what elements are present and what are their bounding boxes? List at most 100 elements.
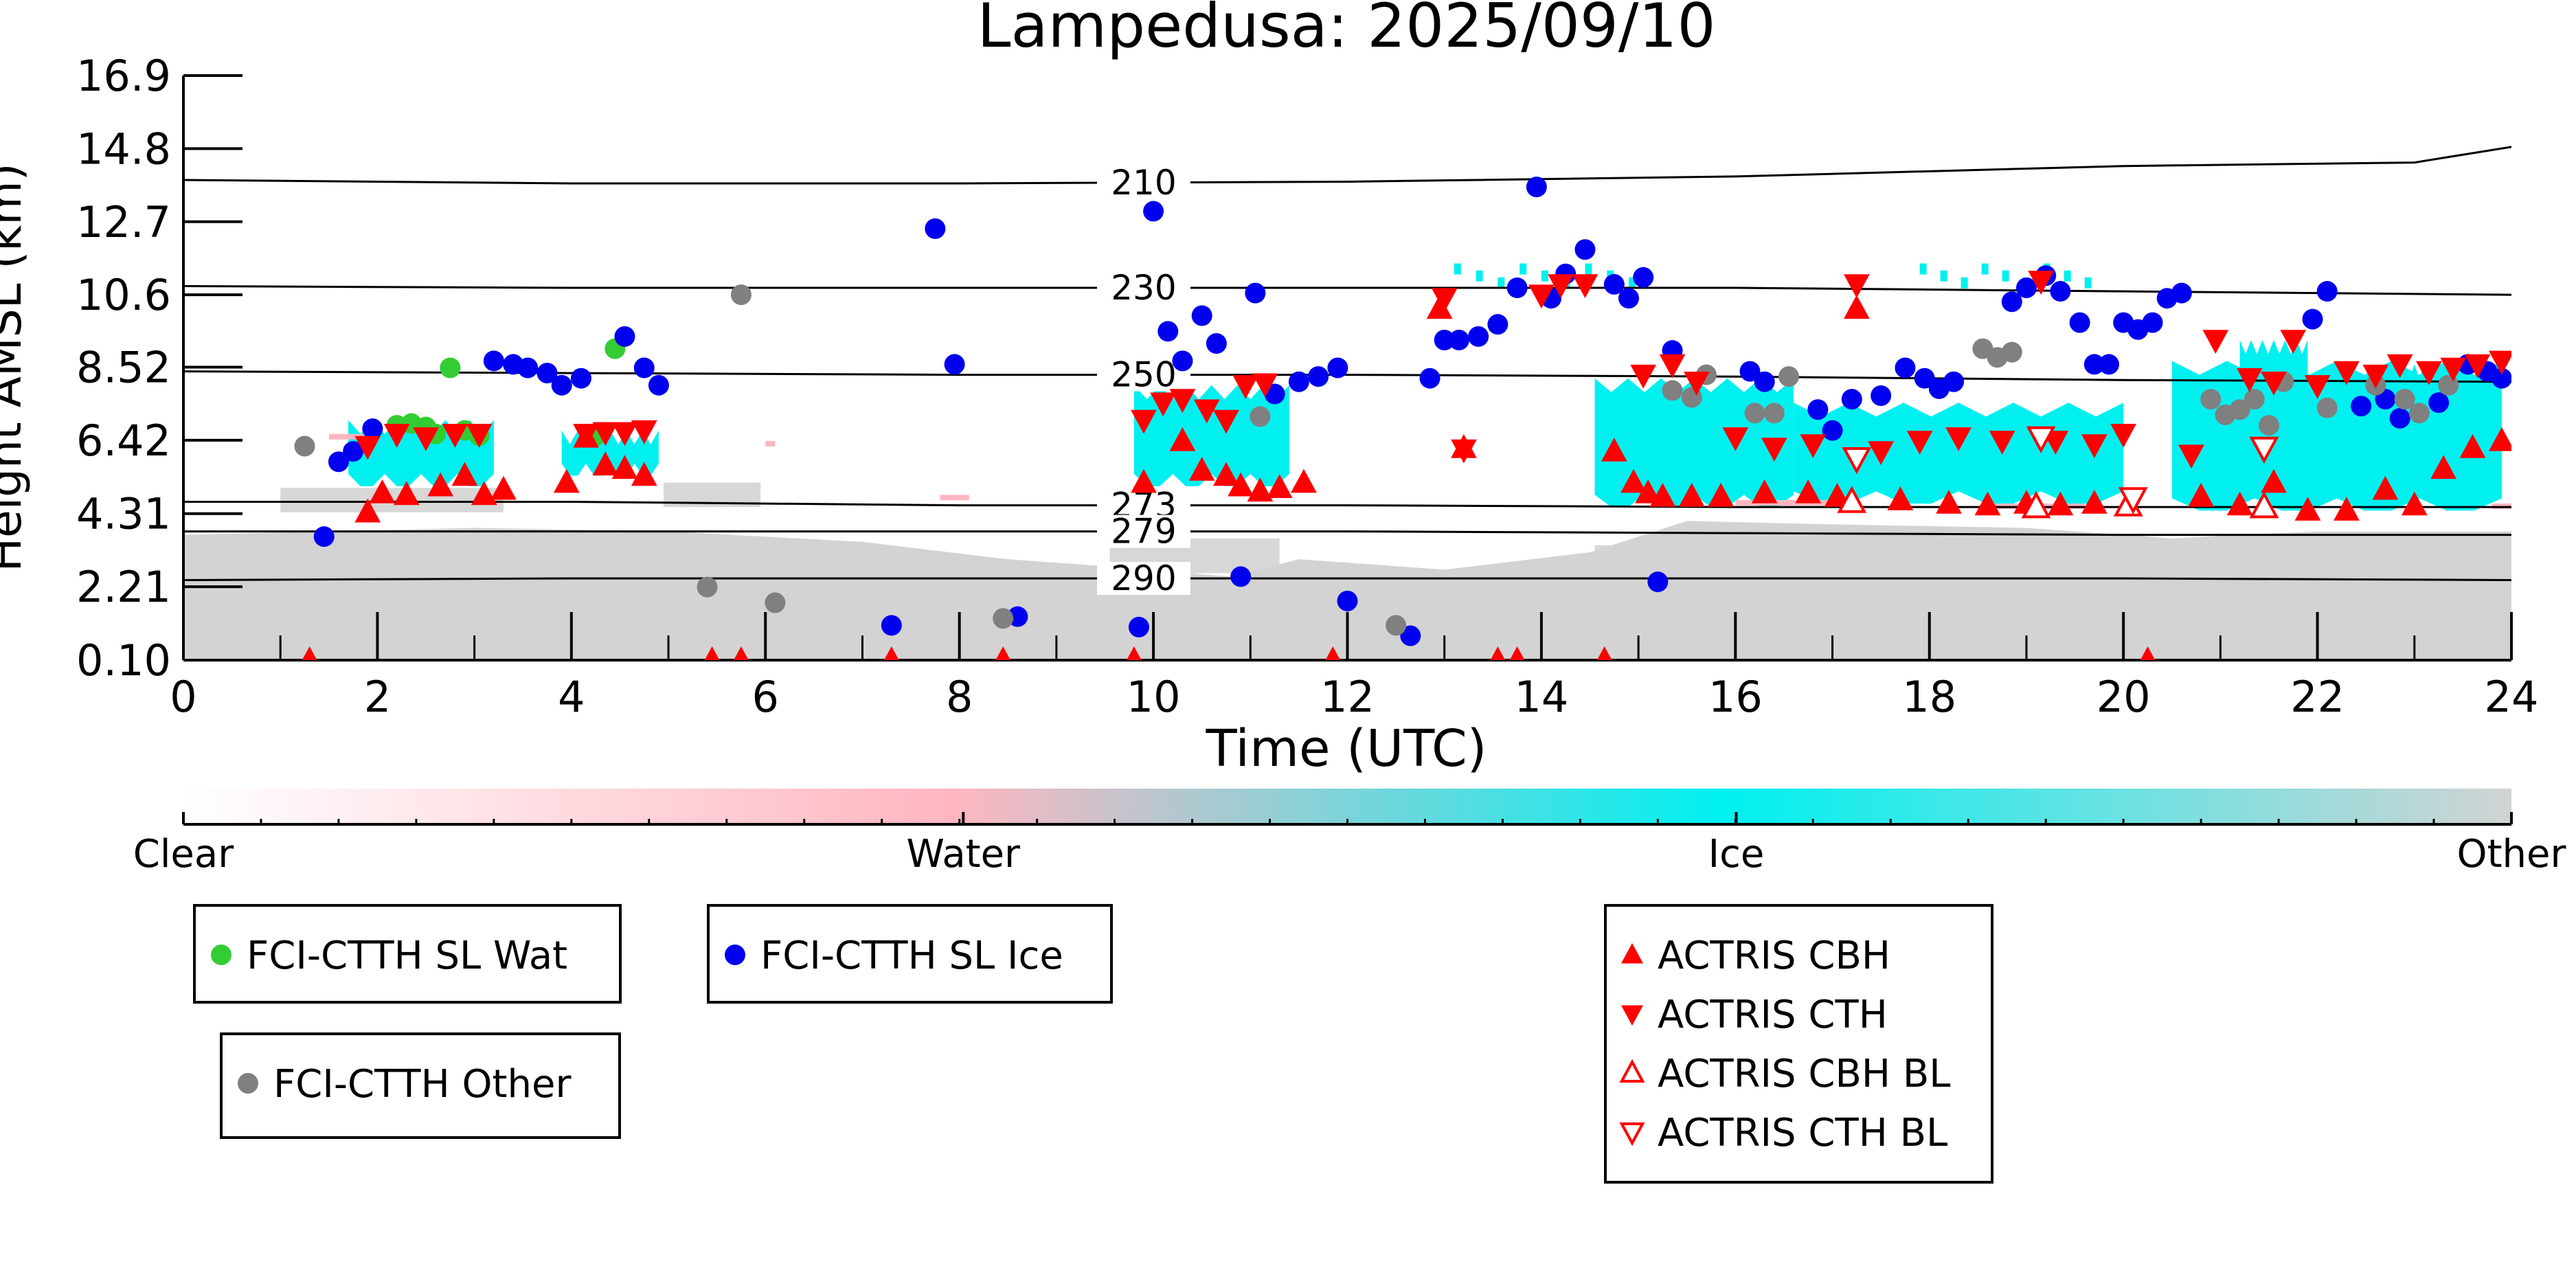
marker-fci-ctth-sl-ice (1526, 177, 1547, 198)
marker-fci-ctth-sl-ice (1157, 321, 1179, 342)
marker-actris-cth (1868, 441, 1895, 466)
marker-actris-cbh (1266, 474, 1293, 498)
y-tick-label: 0.10 (76, 635, 171, 686)
marker-fci-ctth-other (2394, 389, 2415, 410)
ice-region (1794, 403, 2124, 504)
marker-fci-ctth-sl-ice (648, 374, 669, 396)
marker-actris-cbh (1843, 295, 1870, 319)
water-streak (940, 495, 969, 501)
x-tick-label: 20 (2097, 672, 2151, 722)
marker-fci-ctth-other (1744, 403, 1765, 424)
marker-actris-cth (2362, 364, 2389, 389)
marker-actris-cbh (1213, 462, 1239, 486)
marker-actris-cbh-bl (2249, 490, 2279, 519)
marker-actris-cth (1630, 364, 1657, 389)
marker-fci-ctth-other (765, 592, 786, 613)
marker-actris-cth (573, 424, 599, 448)
marker-actris-cth (611, 422, 638, 447)
marker-actris-cth (2261, 372, 2287, 396)
legend-marker (1619, 1122, 1645, 1146)
marker-actris-cbh (427, 472, 454, 497)
isoline-279 (183, 530, 2511, 536)
marker-fci-ctth-other (2408, 403, 2430, 424)
marker-actris-cbh (1126, 646, 1142, 660)
x-tick-label: 2 (364, 672, 391, 722)
water-streak (328, 433, 368, 440)
marker-actris-cbh (2294, 497, 2321, 521)
marker-actris-cbh (2488, 427, 2511, 451)
marker-actris-cth (1213, 409, 1239, 434)
legend-label: FCI-CTTH SL Ice (760, 934, 1063, 978)
isoline-label-bg (1096, 271, 1190, 304)
marker-actris-cth (592, 422, 619, 447)
isoline-label-bg (1096, 515, 1190, 548)
y-tick-label: 6.42 (76, 416, 171, 466)
marker-actris-cth (1683, 372, 1710, 396)
isoline-250 (183, 370, 2511, 383)
marker-actris-cth (383, 424, 410, 448)
marker-actris-cth (2386, 354, 2413, 379)
ice-speck (2084, 277, 2092, 289)
ice-speck (1585, 263, 1592, 275)
ice-region (2239, 340, 2308, 452)
marker-fci-ctth-sl-ice (2389, 407, 2410, 429)
marker-fci-ctth-sl-ice (1245, 282, 1266, 304)
marker-actris-cth (1131, 409, 1157, 434)
marker-fci-ctth-sl-ice (362, 418, 383, 440)
x-tick-label: 22 (2290, 672, 2345, 722)
marker-fci-ctth-sl-ice (1943, 371, 1965, 392)
marker-fci-ctth-sl-ice (1191, 305, 1212, 326)
marker-actris-cth (1989, 431, 2015, 455)
marker-actris-cth (442, 424, 468, 448)
colorbar-label-other: Other (2456, 832, 2566, 877)
marker-actris-cth (466, 424, 493, 448)
marker-fci-ctth-sl-ice (881, 615, 902, 636)
marker-actris-cbh (1795, 479, 1822, 504)
legend-marker (1620, 942, 1644, 964)
x-tick-label: 4 (558, 672, 585, 722)
marker-fci-ctth-sl-ice (1206, 333, 1227, 354)
ice-region (1594, 378, 1794, 508)
marker-fci-ctth-sl-ice (1647, 572, 1669, 593)
marker-actris-cbh (734, 646, 749, 660)
marker-actris-cth (2334, 361, 2360, 385)
ice-speck (1981, 263, 1989, 275)
marker-fci-ctth-sl-ice (1506, 277, 1528, 298)
isoline-290 (183, 577, 2511, 581)
y-tick-label: 16.9 (76, 51, 171, 101)
legend-box-3: FCI-CTTH Other (220, 1032, 621, 1139)
marker-actris-cbh (451, 462, 478, 486)
chart-title: Lampedusa: 2025/09/10 (978, 0, 1716, 61)
marker-fci-ctth-other (2001, 341, 2022, 363)
marker-fci-ctth-other (993, 608, 1014, 629)
y-tick-label: 4.31 (76, 489, 171, 539)
x-tick-label: 16 (1708, 672, 1763, 722)
marker-actris-cth (1193, 399, 1220, 424)
ice-speck (1498, 277, 1505, 289)
marker-actris-cbh (1291, 468, 1317, 493)
marker-actris-cbh (592, 451, 619, 476)
legend-frame (193, 904, 622, 1004)
marker-fci-ctth-sl-ice (2302, 308, 2323, 330)
marker-actris-cbh (2047, 491, 2074, 516)
ice-speck (2064, 270, 2071, 282)
marker-fci-ctth-sl-ice (2171, 282, 2192, 304)
marker-fci-ctth-other (294, 436, 315, 457)
marker-fci-ctth-sl-ice (925, 218, 946, 239)
ice-speck (1541, 270, 1548, 282)
marker-actris-cbh (1678, 482, 1705, 507)
marker-actris-cth-bl (2026, 426, 2056, 453)
isoline-210 (183, 146, 2511, 185)
ice-region (561, 430, 659, 476)
marker-fci-ctth-sl-ice (1914, 368, 1935, 389)
marker-actris-cth-bl (1842, 447, 1872, 475)
marker-actris-cbh (1325, 646, 1341, 660)
legend-label: FCI-CTTH Other (273, 1062, 572, 1107)
marker-fci-ctth-sl-ice (1230, 566, 1252, 587)
legend-label: ACTRIS CTH BL (1658, 1111, 1947, 1155)
colorbar-label-clear: Clear (133, 832, 234, 877)
marker-actris-cbh (1131, 468, 1157, 493)
colorbar-label-water: Water (907, 832, 1021, 877)
marker-fci-ctth-other (697, 576, 718, 598)
marker-actris-cbh (2081, 490, 2108, 514)
